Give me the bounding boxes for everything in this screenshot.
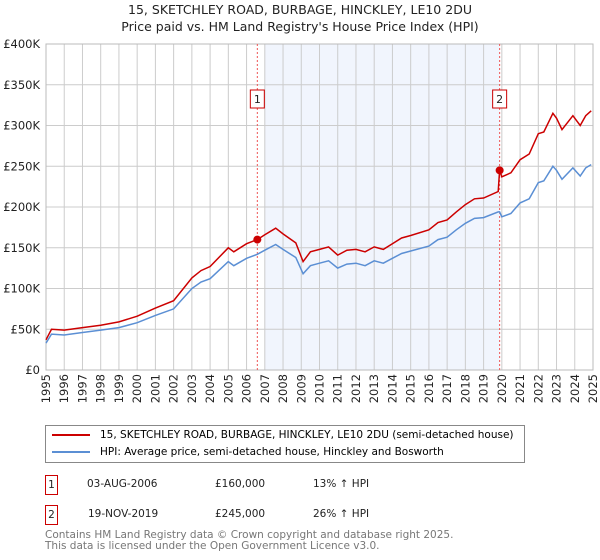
x-tick-label: 2018 xyxy=(458,374,472,403)
sale-point xyxy=(495,166,504,175)
y-tick-label: £0 xyxy=(25,363,40,377)
x-tick-label: 2010 xyxy=(313,374,327,403)
sale-badge: 2 xyxy=(45,505,58,525)
y-tick-label: £150K xyxy=(3,241,40,255)
x-tick-label: 2017 xyxy=(440,374,454,403)
y-tick-label: £200K xyxy=(3,200,40,214)
x-tick-label: 2021 xyxy=(513,374,527,403)
property-price-line xyxy=(45,110,592,341)
footer-licence: This data is licensed under the Open Gov… xyxy=(45,540,380,552)
x-tick-label: 2013 xyxy=(367,374,381,403)
y-tick-label: £100K xyxy=(3,282,40,296)
x-tick-label: 2007 xyxy=(258,374,272,403)
sale-date: 03-AUG-2006 xyxy=(87,478,158,490)
y-tick-label: £400K xyxy=(3,37,40,51)
sale-point xyxy=(253,235,262,244)
x-tick-label: 2023 xyxy=(550,374,564,403)
x-tick-label: 2014 xyxy=(385,374,399,403)
x-tick-label: 2024 xyxy=(568,374,582,403)
sale-badge: 1 xyxy=(45,475,58,495)
chart-subtitle: Price paid vs. HM Land Registry's House … xyxy=(121,19,479,34)
x-tick-label: 2000 xyxy=(130,374,144,403)
sale-row-2: 2 19-NOV-2019 £245,000 26% ↑ HPI xyxy=(45,505,445,525)
y-tick-label: £350K xyxy=(3,78,40,92)
x-tick-label: 2005 xyxy=(221,374,235,403)
x-tick-label: 1995 xyxy=(39,374,53,403)
sale-hpi-diff: 13% ↑ HPI xyxy=(313,478,370,490)
x-tick-label: 2019 xyxy=(477,374,491,403)
plot-border xyxy=(45,43,594,371)
x-tick-label: 2001 xyxy=(148,374,162,403)
x-tick-label: 2008 xyxy=(276,374,290,403)
sale-label: 1 xyxy=(254,93,261,106)
x-tick-label: 2009 xyxy=(294,374,308,403)
x-tick-label: 1999 xyxy=(112,374,126,403)
sale-price: £245,000 xyxy=(215,508,266,520)
x-tick-label: 2016 xyxy=(422,374,436,403)
y-tick-label: £250K xyxy=(3,159,40,173)
sale-price: £160,000 xyxy=(215,478,266,490)
x-tick-label: 2015 xyxy=(404,374,418,403)
x-tick-label: 2006 xyxy=(240,374,254,403)
sale-hpi-diff: 26% ↑ HPI xyxy=(313,508,370,520)
footer-copyright: Contains HM Land Registry data © Crown c… xyxy=(45,529,454,541)
x-tick-label: 2002 xyxy=(167,374,181,403)
x-tick-label: 2003 xyxy=(185,374,199,403)
x-tick-label: 2022 xyxy=(531,374,545,403)
x-tick-label: 2004 xyxy=(203,374,217,403)
x-tick-label: 2025 xyxy=(586,374,600,403)
legend-label-hpi: HPI: Average price, semi-detached house,… xyxy=(100,446,444,458)
x-tick-label: 2020 xyxy=(495,374,509,403)
chart-title: 15, SKETCHLEY ROAD, BURBAGE, HINCKLEY, L… xyxy=(128,2,472,17)
sale-row-1: 1 03-AUG-2006 £160,000 13% ↑ HPI xyxy=(45,475,445,495)
x-tick-label: 1997 xyxy=(75,374,89,403)
legend-red-line xyxy=(52,434,90,436)
sale-date: 19-NOV-2019 xyxy=(88,508,159,520)
y-tick-label: £50K xyxy=(11,322,41,336)
sale-label-box xyxy=(249,89,265,109)
x-tick-label: 2012 xyxy=(349,374,363,403)
x-tick-label: 2011 xyxy=(331,374,345,403)
x-tick-label: 1996 xyxy=(57,374,71,403)
legend-label-property: 15, SKETCHLEY ROAD, BURBAGE, HINCKLEY, L… xyxy=(100,429,514,441)
footer: Contains HM Land Registry data © Crown c… xyxy=(45,530,453,552)
legend: 15, SKETCHLEY ROAD, BURBAGE, HINCKLEY, L… xyxy=(45,425,525,463)
sale-label: 2 xyxy=(496,93,503,106)
legend-blue-line xyxy=(52,451,90,453)
y-tick-label: £300K xyxy=(3,119,40,133)
price-chart: £0 £50K £100K £150K £200K £250K £300K £350K £400… xyxy=(3,37,600,403)
sale-label-box xyxy=(492,89,508,109)
x-tick-label: 1998 xyxy=(94,374,108,403)
hpi-line xyxy=(45,163,592,344)
